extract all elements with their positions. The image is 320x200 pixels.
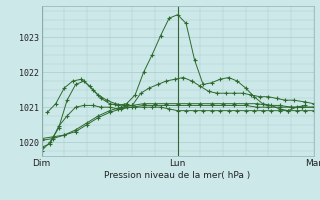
X-axis label: Pression niveau de la mer( hPa ): Pression niveau de la mer( hPa ) — [104, 171, 251, 180]
